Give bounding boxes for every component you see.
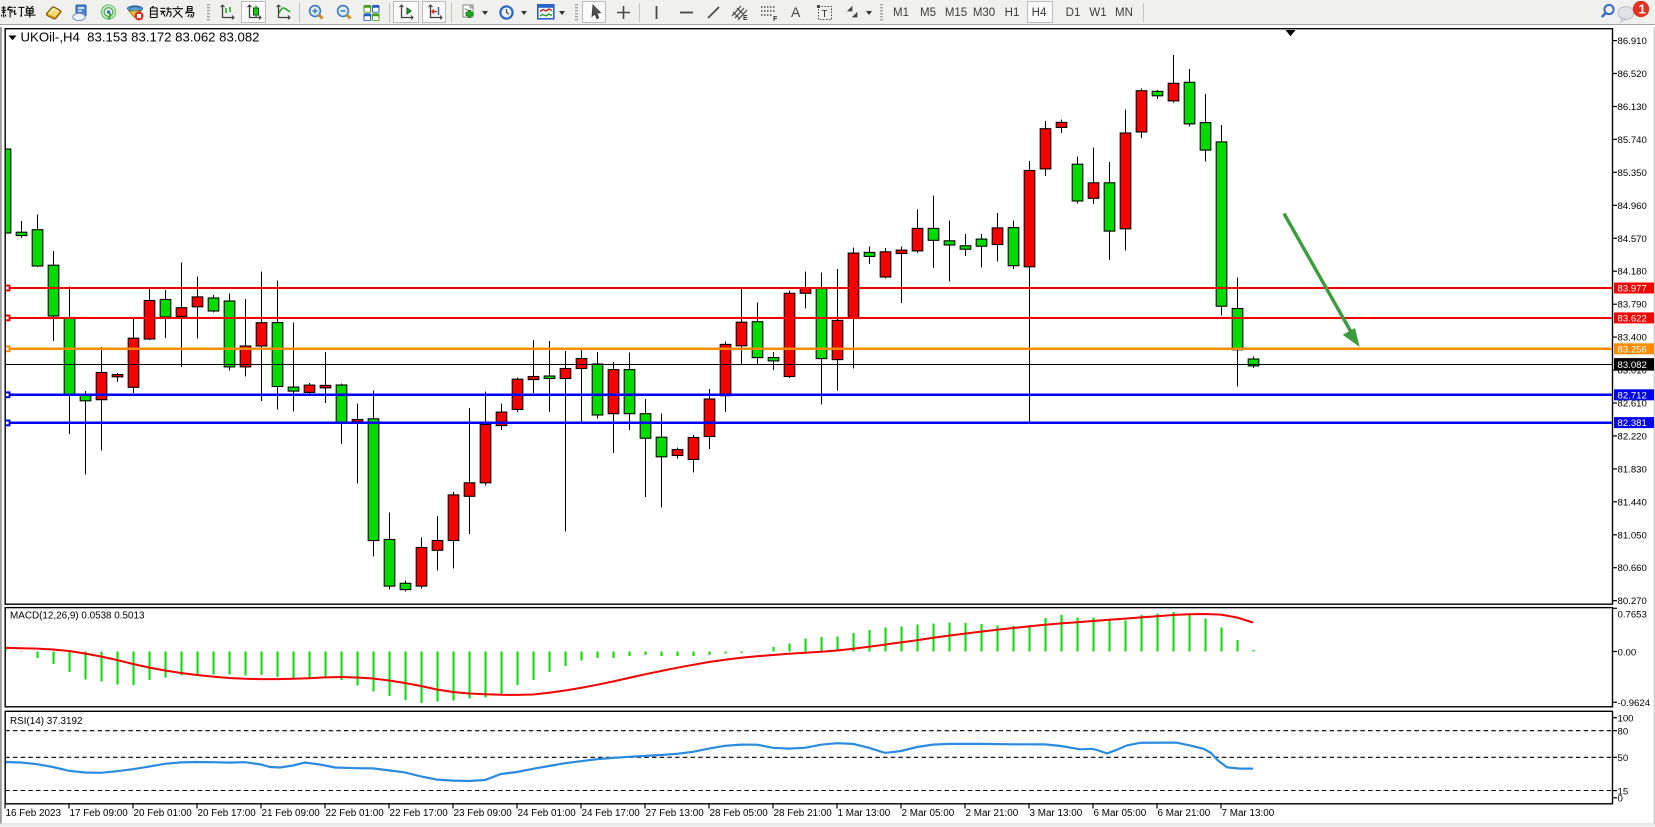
svg-text:28 Feb 21:00: 28 Feb 21:00 [774, 808, 833, 819]
svg-text:24 Feb 01:00: 24 Feb 01:00 [518, 808, 577, 819]
svg-text:21 Feb 09:00: 21 Feb 09:00 [262, 808, 321, 819]
svg-text:3 Mar 13:00: 3 Mar 13:00 [1030, 808, 1083, 819]
svg-text:84.960: 84.960 [1618, 201, 1647, 212]
svg-text:80: 80 [1618, 727, 1629, 738]
svg-text:1: 1 [1639, 2, 1646, 17]
svg-text:0: 0 [1618, 794, 1623, 805]
svg-text:7 Mar 13:00: 7 Mar 13:00 [1222, 808, 1275, 819]
svg-text:E: E [743, 15, 748, 22]
svg-text:86.910: 86.910 [1618, 36, 1647, 47]
svg-text:0.00: 0.00 [1618, 647, 1637, 658]
svg-text:83.977: 83.977 [1618, 284, 1647, 295]
svg-text:17 Feb 09:00: 17 Feb 09:00 [70, 808, 129, 819]
svg-text:22 Feb 01:00: 22 Feb 01:00 [326, 808, 385, 819]
svg-text:84.180: 84.180 [1618, 267, 1647, 278]
svg-text:81.050: 81.050 [1618, 530, 1647, 541]
svg-text:T: T [822, 9, 828, 20]
svg-text:86.520: 86.520 [1618, 69, 1647, 80]
svg-text:83.010: 83.010 [1618, 366, 1647, 377]
svg-text:82.712: 82.712 [1618, 390, 1647, 401]
svg-text:82.381: 82.381 [1618, 418, 1647, 429]
svg-text:F: F [773, 16, 778, 22]
svg-text:6 Mar 21:00: 6 Mar 21:00 [1158, 808, 1211, 819]
svg-text:86.130: 86.130 [1618, 102, 1647, 113]
svg-text:24 Feb 17:00: 24 Feb 17:00 [582, 808, 641, 819]
svg-text:82.610: 82.610 [1618, 399, 1647, 410]
svg-text:100: 100 [1618, 714, 1634, 725]
svg-text:80.270: 80.270 [1618, 596, 1647, 607]
svg-text:83.082: 83.082 [1618, 360, 1647, 371]
svg-text:50: 50 [1618, 753, 1629, 764]
svg-text:20 Feb 01:00: 20 Feb 01:00 [134, 808, 193, 819]
svg-text:83.622: 83.622 [1618, 314, 1647, 325]
svg-text:80.660: 80.660 [1618, 563, 1647, 574]
svg-text:0.7653: 0.7653 [1618, 609, 1647, 620]
svg-text:UKOil-,H4 83.153 83.172 83.06: UKOil-,H4 83.153 83.172 83.062 83.082 [21, 30, 260, 45]
svg-text:28 Feb 05:00: 28 Feb 05:00 [710, 808, 769, 819]
svg-text:82.220: 82.220 [1618, 431, 1647, 442]
svg-text:-0.9624: -0.9624 [1618, 698, 1651, 709]
svg-text:20 Feb 17:00: 20 Feb 17:00 [198, 808, 257, 819]
svg-text:15: 15 [1618, 786, 1629, 797]
svg-text:81.440: 81.440 [1618, 497, 1647, 508]
svg-text:81.830: 81.830 [1618, 464, 1647, 475]
svg-text:85.740: 85.740 [1618, 135, 1647, 146]
svg-text:6 Mar 05:00: 6 Mar 05:00 [1094, 808, 1147, 819]
svg-text:83.256: 83.256 [1618, 344, 1647, 355]
svg-text:84.570: 84.570 [1618, 234, 1647, 245]
svg-text:85.350: 85.350 [1618, 168, 1647, 179]
svg-text:22 Feb 17:00: 22 Feb 17:00 [390, 808, 449, 819]
svg-text:83.400: 83.400 [1618, 333, 1647, 344]
svg-text:2 Mar 21:00: 2 Mar 21:00 [966, 808, 1019, 819]
svg-text:RSI(14) 37.3192: RSI(14) 37.3192 [10, 716, 82, 727]
svg-text:MACD(12,26,9) 0.0538 0.5013: MACD(12,26,9) 0.0538 0.5013 [10, 611, 145, 622]
svg-text:83.790: 83.790 [1618, 300, 1647, 311]
svg-text:1 Mar 13:00: 1 Mar 13:00 [838, 808, 891, 819]
svg-text:2 Mar 05:00: 2 Mar 05:00 [902, 808, 955, 819]
svg-text:16 Feb 2023: 16 Feb 2023 [6, 808, 62, 819]
svg-text:27 Feb 13:00: 27 Feb 13:00 [646, 808, 705, 819]
svg-text:23 Feb 09:00: 23 Feb 09:00 [454, 808, 513, 819]
